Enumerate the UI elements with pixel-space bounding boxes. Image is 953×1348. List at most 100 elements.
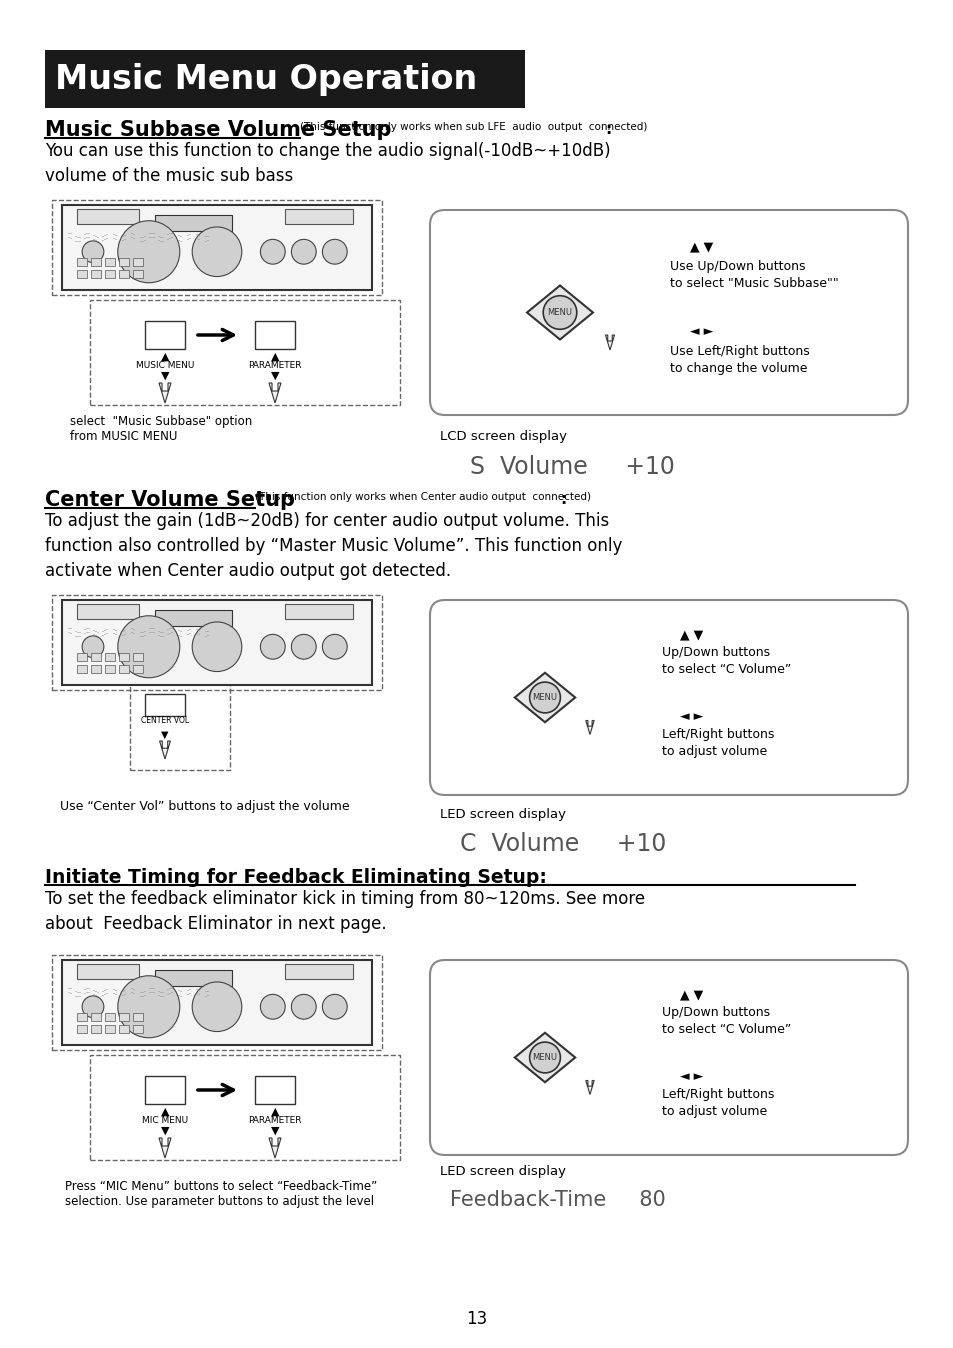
Bar [77,964,139,979]
Bar [52,200,381,295]
Bar [133,1024,142,1033]
Text: 13: 13 [466,1310,487,1328]
Bar [145,694,185,716]
Bar [62,205,372,290]
Text: Left/Right buttons
to adjust volume: Left/Right buttons to adjust volume [661,1088,774,1117]
Bar [133,665,142,673]
Text: Use Left/Right buttons
to change the volume: Use Left/Right buttons to change the vol… [669,345,809,375]
Bar [119,257,129,266]
Text: MIC MENU: MIC MENU [142,1116,188,1126]
Text: ▲: ▲ [161,1107,169,1117]
Bar [105,1024,114,1033]
Bar [77,665,87,673]
Text: ▲: ▲ [271,1107,279,1117]
Circle shape [260,635,285,659]
Text: CENTER VOL: CENTER VOL [141,716,189,725]
Text: C  Volume     +10: C Volume +10 [459,832,666,856]
Bar [119,1024,129,1033]
Circle shape [117,976,179,1038]
Bar [105,270,114,278]
Bar [130,670,230,770]
Polygon shape [159,383,171,403]
Bar [52,594,381,690]
Bar [77,270,87,278]
Text: ▼: ▼ [271,371,279,381]
Text: MENU: MENU [547,307,572,317]
Bar [105,257,114,266]
Text: ▼: ▼ [161,371,169,381]
Text: PARAMETER: PARAMETER [248,361,301,369]
Bar [119,1012,129,1022]
Bar [77,209,139,224]
Bar [133,257,142,266]
Text: Use Up/Down buttons
to select "Music Subbase"": Use Up/Down buttons to select "Music Sub… [669,260,838,290]
Circle shape [117,616,179,678]
Text: Up/Down buttons
to select “C Volume”: Up/Down buttons to select “C Volume” [661,646,790,675]
Bar [91,257,101,266]
Text: ▼: ▼ [161,731,169,740]
Bar [105,665,114,673]
Text: To set the feedback eliminator kick in timing from 80~120ms. See more
about  Fee: To set the feedback eliminator kick in t… [45,890,644,933]
Circle shape [260,995,285,1019]
Bar [45,50,524,108]
Circle shape [322,635,347,659]
Bar [285,209,353,224]
Circle shape [542,295,577,329]
Polygon shape [159,1138,171,1158]
Polygon shape [585,720,594,735]
Text: :: : [559,492,566,507]
Text: ▲: ▲ [161,352,169,363]
Text: ▲: ▲ [271,352,279,363]
Text: ▲ ▼: ▲ ▼ [679,628,702,642]
Bar [254,1076,294,1104]
Bar [91,270,101,278]
Bar [133,1012,142,1022]
Bar [154,971,233,985]
Polygon shape [269,383,281,403]
Text: Initiate Timing for Feedback Eliminating Setup:: Initiate Timing for Feedback Eliminating… [45,868,546,887]
Circle shape [529,1042,559,1073]
Bar [119,665,129,673]
Circle shape [291,995,315,1019]
Bar [105,652,114,662]
Text: Up/Down buttons
to select “C Volume”: Up/Down buttons to select “C Volume” [661,1006,790,1037]
Bar [62,600,372,685]
Text: :: : [604,123,611,137]
Bar [254,321,294,349]
Text: select  "Music Subbase" option
from MUSIC MENU: select "Music Subbase" option from MUSIC… [70,415,252,443]
Circle shape [322,995,347,1019]
Circle shape [82,241,104,263]
Bar [77,257,87,266]
Text: Music Subbase Volume Setup: Music Subbase Volume Setup [45,120,391,140]
Bar [90,1055,399,1161]
Circle shape [192,621,241,671]
Text: Feedback-Time     80: Feedback-Time 80 [450,1190,665,1211]
Polygon shape [269,1138,281,1158]
Text: Music Menu Operation: Music Menu Operation [55,62,476,96]
Circle shape [192,226,241,276]
Bar [133,270,142,278]
Bar [62,960,372,1045]
Polygon shape [515,1033,575,1082]
Text: (This function only works when Center audio output  connected): (This function only works when Center au… [254,492,590,501]
Bar [105,1012,114,1022]
Bar [154,216,233,231]
Bar [285,604,353,619]
Polygon shape [526,286,593,340]
Text: Left/Right buttons
to adjust volume: Left/Right buttons to adjust volume [661,728,774,758]
Text: You can use this function to change the audio signal(-10dB~+10dB)
volume of the : You can use this function to change the … [45,142,610,185]
Circle shape [529,682,559,713]
Text: ▲ ▼: ▲ ▼ [679,988,702,1002]
Text: MUSIC MENU: MUSIC MENU [135,361,194,369]
Text: ◄ ►: ◄ ► [679,710,702,723]
Text: Press “MIC Menu” buttons to select “Feedback-Time”
selection. Use parameter butt: Press “MIC Menu” buttons to select “Feed… [65,1180,376,1208]
Text: MENU: MENU [532,693,557,702]
Text: ◄ ►: ◄ ► [689,325,713,338]
Polygon shape [159,741,171,759]
Bar [133,652,142,662]
Bar [91,652,101,662]
Circle shape [82,636,104,658]
Bar [90,301,399,404]
Text: PARAMETER: PARAMETER [248,1116,301,1126]
Bar [91,1012,101,1022]
